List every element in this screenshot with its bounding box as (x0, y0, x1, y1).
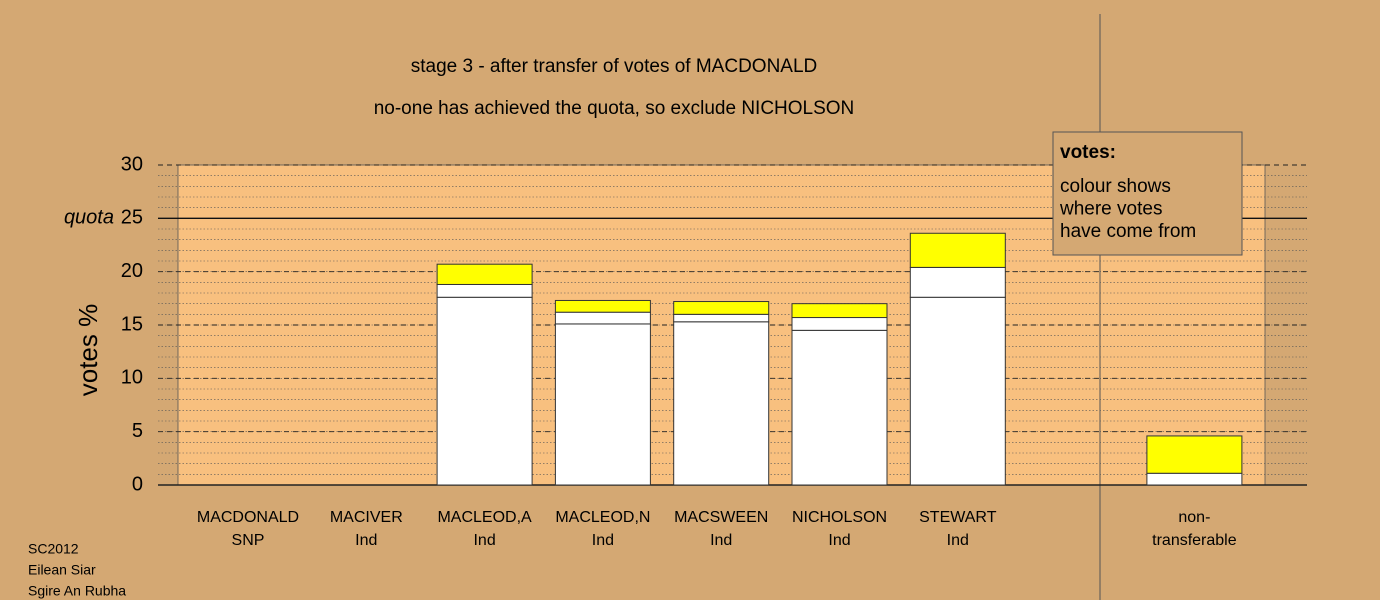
note-box (1052, 131, 1243, 256)
footer-text: Eilean Siar (28, 562, 96, 578)
footer-text: Sgire An Rubha (28, 583, 126, 599)
bar-segment (791, 303, 888, 319)
bar-segment (436, 283, 533, 298)
x-tick-label: Ind (947, 532, 969, 549)
bar-segment (909, 266, 1006, 298)
bar-segment (791, 317, 888, 331)
y-tick-label: 20 (121, 260, 143, 282)
y-tick-label: 10 (121, 367, 143, 389)
note-text: have come from (1060, 221, 1196, 242)
bar-segment (436, 296, 533, 486)
x-tick-label: Ind (710, 532, 732, 549)
bar-segment (673, 321, 770, 486)
y-tick-label: 30 (121, 153, 143, 175)
bar-segment (1146, 472, 1243, 486)
y-tick-label: 0 (132, 473, 143, 495)
x-tick-label: MACDONALD (197, 509, 299, 526)
x-tick-label: MACIVER (330, 509, 403, 526)
bar-segment (554, 299, 651, 313)
y-tick-label: 25 (121, 207, 143, 229)
y-tick-label: 5 (132, 420, 143, 442)
x-tick-label: transferable (1152, 532, 1237, 549)
bar-segment (554, 311, 651, 325)
y-axis-label: votes % (73, 304, 103, 397)
note-title: votes: (1060, 142, 1116, 163)
x-tick-label: MACSWEEN (674, 509, 768, 526)
bar-segment (436, 263, 533, 285)
x-tick-label: Ind (473, 532, 495, 549)
x-tick-label: MACLEOD,N (555, 509, 650, 526)
bar-segment (909, 296, 1006, 486)
note-text: where votes (1059, 199, 1162, 220)
footer-text: SC2012 (28, 541, 79, 557)
bar-segment (673, 313, 770, 323)
bar-segment (909, 232, 1006, 268)
x-tick-label: STEWART (919, 509, 997, 526)
x-tick-label: NICHOLSON (792, 509, 887, 526)
bar-segment (673, 301, 770, 315)
chart-title: stage 3 - after transfer of votes of MAC… (411, 56, 818, 77)
x-tick-label: MACLEOD,A (437, 509, 532, 526)
bar-segment (1146, 435, 1243, 474)
x-tick-label: Ind (592, 532, 614, 549)
bar-segment (554, 323, 651, 486)
chart-subtitle: no-one has achieved the quota, so exclud… (374, 98, 855, 119)
bar-segment (791, 329, 888, 486)
x-tick-label: SNP (232, 532, 265, 549)
y-tick-label: 15 (121, 313, 143, 335)
x-tick-label: non- (1178, 509, 1210, 526)
quota-label: quota (64, 207, 114, 229)
x-tick-label: Ind (355, 532, 377, 549)
note-text: colour shows (1060, 176, 1171, 197)
x-tick-label: Ind (828, 532, 850, 549)
